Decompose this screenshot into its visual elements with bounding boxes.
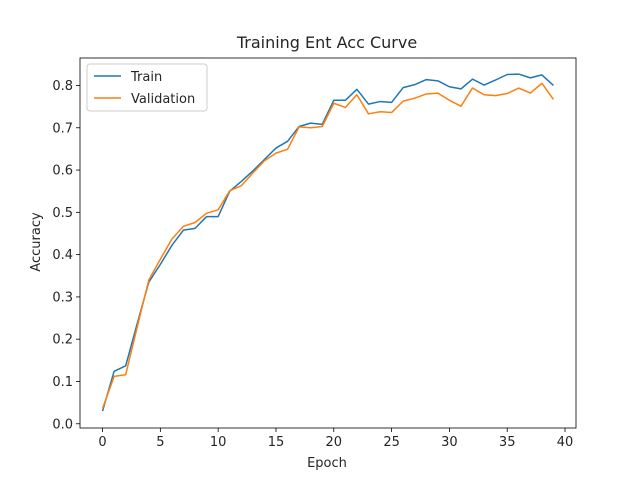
y-tick-label: 0.0	[52, 417, 73, 432]
x-tick-label: 40	[557, 435, 574, 450]
y-tick-label: 0.2	[52, 333, 73, 348]
x-tick-label: 5	[156, 435, 164, 450]
legend-label-train: Train	[130, 70, 162, 85]
legend-label-validation: Validation	[131, 92, 195, 107]
x-tick-label: 20	[326, 435, 343, 450]
x-tick-label: 25	[383, 435, 400, 450]
y-tick-label: 0.5	[52, 206, 73, 221]
y-tick-label: 0.3	[52, 290, 73, 305]
axes-frame	[79, 57, 577, 429]
y-tick-label: 0.4	[52, 248, 73, 263]
series-line-validation	[101, 82, 555, 409]
x-tick-label: 30	[441, 435, 458, 450]
y-tick-label: 0.1	[52, 375, 73, 390]
plot-area	[79, 57, 577, 429]
x-tick-label: 10	[210, 435, 227, 450]
y-tick-label: 0.7	[52, 121, 73, 136]
y-tick-label: 0.8	[52, 79, 73, 94]
x-tick-label: 35	[499, 435, 516, 450]
chart-title: Training Ent Acc Curve	[236, 33, 417, 52]
x-axis-title: Epoch	[307, 456, 347, 471]
y-tick-label: 0.6	[52, 164, 73, 179]
y-axis: 0.0 0.1 0.2 0.3 0.4 0.5 0.6 0.7 0.8	[52, 79, 80, 432]
x-tick-label: 0	[98, 435, 106, 450]
y-axis-title: Accuracy	[29, 212, 44, 272]
x-axis: 0 5 10 15 20 25 30 35 40	[98, 428, 573, 450]
legend: Train Validation	[86, 63, 208, 112]
series-line-train	[101, 73, 554, 412]
x-tick-label: 15	[268, 435, 285, 450]
